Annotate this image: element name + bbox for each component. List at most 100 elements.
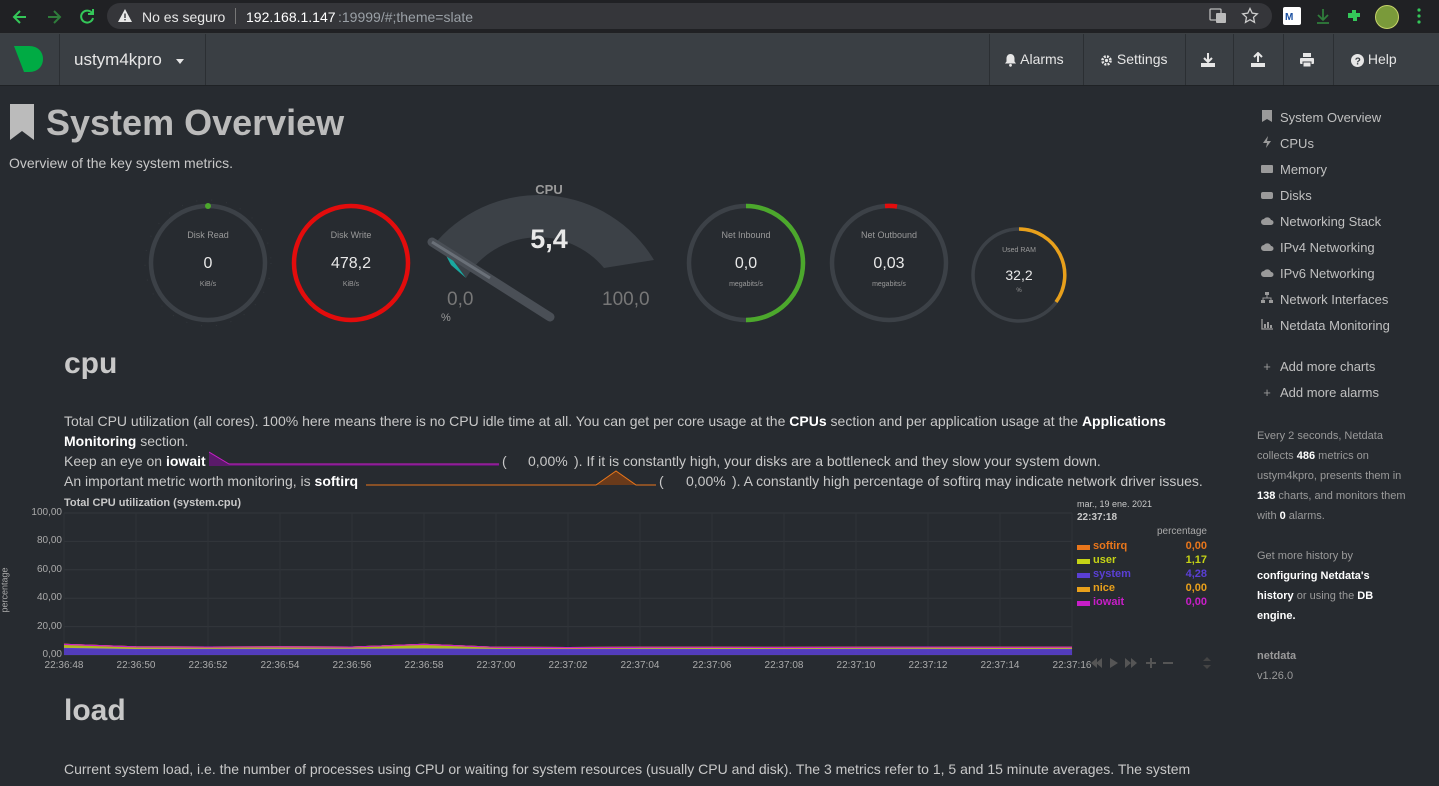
- monitoring-link[interactable]: Monitoring: [64, 433, 137, 449]
- bookmark-star-icon[interactable]: [1241, 7, 1259, 25]
- add-more-alarms-link[interactable]: + Add more alarms: [1260, 385, 1379, 401]
- net-inbound-gauge[interactable]: [686, 203, 806, 323]
- chart-x-tick-label: 22:36:48: [44, 660, 84, 671]
- plus-icon: +: [1263, 359, 1271, 374]
- db-engine-link[interactable]: DB engine.: [1257, 590, 1374, 622]
- disk-write-gauge[interactable]: [291, 203, 411, 323]
- history-link[interactable]: history: [1257, 590, 1294, 602]
- add-more-charts-link[interactable]: + Add more charts: [1260, 359, 1375, 375]
- softirq-sparkline[interactable]: [366, 469, 656, 487]
- extensions-puzzle-icon[interactable]: [1345, 7, 1363, 25]
- iowait-keyword: iowait: [165, 453, 206, 469]
- legend-value-iowait: 0,00: [1185, 596, 1207, 608]
- history-info: Get more history by configuring Netdata'…: [1257, 546, 1407, 626]
- series-line-iowait: [63, 643, 1073, 649]
- netdata-logo-icon[interactable]: [11, 44, 45, 74]
- legend-value-nice: 0,00: [1185, 582, 1207, 594]
- sidebar-item-disks[interactable]: Disks: [1260, 188, 1312, 204]
- cpu-section-title: cpu: [64, 347, 118, 380]
- download-indicator-icon[interactable]: [1314, 7, 1332, 25]
- legend-name-nice[interactable]: nice: [1093, 582, 1116, 594]
- pan-right-icon[interactable]: [1125, 658, 1137, 668]
- legend-value-user: 1,17: [1185, 554, 1207, 566]
- legend-name-user[interactable]: user: [1093, 554, 1117, 566]
- iowait-sparkline[interactable]: [209, 450, 499, 468]
- disk-read-gauge[interactable]: [144, 199, 272, 327]
- bookmark-icon: [1260, 110, 1274, 126]
- cpu-gauge[interactable]: [427, 195, 654, 322]
- applications-link[interactable]: Applications: [1081, 413, 1166, 429]
- disk-read-value: 0: [203, 255, 213, 272]
- sidebar-item-ipv6-networking[interactable]: IPv6 Networking: [1260, 266, 1375, 282]
- warning-icon[interactable]: [117, 8, 133, 24]
- legend-name-system[interactable]: system: [1093, 568, 1131, 580]
- address-bar[interactable]: No es seguro 192.168.1.147 :19999/#;them…: [107, 3, 1272, 29]
- svg-text:?: ?: [1355, 56, 1361, 67]
- play-icon[interactable]: [1110, 658, 1118, 668]
- print-icon: [1300, 53, 1314, 68]
- chart-controls: [1091, 657, 1211, 669]
- configure-link[interactable]: configuring Netdata's: [1257, 570, 1370, 582]
- sidebar-item-ipv4-networking[interactable]: IPv4 Networking: [1260, 240, 1375, 256]
- back-arrow-icon[interactable]: [10, 7, 30, 27]
- zoom-in-icon[interactable]: [1146, 658, 1156, 668]
- legend-name-softirq[interactable]: softirq: [1093, 540, 1128, 552]
- extension-mega-icon[interactable]: M: [1283, 7, 1301, 25]
- forward-arrow-icon[interactable]: [44, 7, 64, 27]
- chart-y-tick-label: 40,00: [36, 592, 62, 604]
- page-title: System Overview: [46, 102, 345, 143]
- sidebar-item-networking-stack[interactable]: Networking Stack: [1260, 214, 1381, 230]
- print-button[interactable]: [1299, 34, 1315, 85]
- chart-title: Total CPU utilization (system.cpu): [64, 497, 242, 509]
- chart-y-tick-label: 20,00: [36, 620, 62, 632]
- sidebar-item-system-overview[interactable]: System Overview: [1260, 110, 1381, 126]
- cloud-icon: [1260, 266, 1274, 282]
- help-button[interactable]: ? Help: [1351, 34, 1397, 85]
- profile-avatar[interactable]: [1375, 5, 1399, 29]
- settings-button[interactable]: Settings: [1100, 34, 1167, 85]
- hostname-dropdown[interactable]: ustym4kpro: [74, 34, 185, 85]
- net-outbound-value: 0,03: [873, 255, 905, 272]
- cpu-description: Total CPU utilization (all cores). 100% …: [64, 411, 1214, 451]
- sidebar-item-network-interfaces[interactable]: Network Interfaces: [1260, 292, 1388, 308]
- menu-kebab-icon[interactable]: [1410, 7, 1428, 25]
- iowait-value: 0,00%: [528, 453, 568, 469]
- bolt-icon: [1260, 136, 1274, 152]
- softirq-open: (: [659, 473, 664, 489]
- upload-button[interactable]: [1250, 34, 1266, 85]
- page-subtitle: Overview of the key system metrics.: [9, 155, 234, 171]
- disk-write-label: Disk Write: [330, 230, 372, 240]
- sidebar-item-label: Networking Stack: [1280, 214, 1382, 229]
- net-inbound-unit: megabits/s: [729, 281, 763, 288]
- alarms-count: 0: [1279, 510, 1286, 522]
- info-text-4: alarms.: [1285, 510, 1325, 522]
- pan-left-icon[interactable]: [1091, 658, 1102, 668]
- alarms-button[interactable]: Alarms: [1004, 34, 1064, 85]
- sidebar-item-memory[interactable]: Memory: [1260, 162, 1327, 178]
- download-button[interactable]: [1200, 34, 1216, 85]
- browser-toolbar: No es seguro 192.168.1.147 :19999/#;them…: [0, 0, 1439, 34]
- sidebar-item-label: Network Interfaces: [1280, 292, 1389, 307]
- history-text-2: or using the: [1293, 590, 1358, 602]
- used-ram-value: 32,2: [1005, 267, 1033, 283]
- legend-swatch-softirq: [1077, 545, 1090, 550]
- iowait-text-2: ). If it is constantly high, your disks …: [574, 453, 1101, 469]
- resize-handle-icon[interactable]: [1203, 657, 1211, 669]
- cpu-desc-text-3: section.: [136, 433, 189, 449]
- cpu-desc-text: Total CPU utilization (all cores). 100% …: [64, 413, 790, 429]
- add-charts-label: Add more charts: [1280, 359, 1376, 374]
- reload-icon[interactable]: [77, 7, 97, 27]
- used-ram-gauge[interactable]: [971, 227, 1067, 323]
- sidebar-item-netdata-monitoring[interactable]: Netdata Monitoring: [1260, 318, 1390, 334]
- sidebar-item-label: System Overview: [1280, 110, 1382, 125]
- cpu-chart[interactable]: [0, 0, 1100, 680]
- load-section-title: load: [64, 694, 126, 727]
- sidebar-item-cpus[interactable]: CPUs: [1260, 136, 1314, 152]
- net-outbound-label: Net Outbound: [860, 230, 918, 240]
- net-outbound-gauge[interactable]: [829, 203, 949, 323]
- translate-icon[interactable]: [1209, 7, 1227, 25]
- legend-name-iowait[interactable]: iowait: [1093, 596, 1125, 608]
- plus-icon: +: [1263, 385, 1271, 400]
- cpus-link[interactable]: CPUs: [789, 413, 827, 429]
- bell-icon: [1005, 54, 1016, 67]
